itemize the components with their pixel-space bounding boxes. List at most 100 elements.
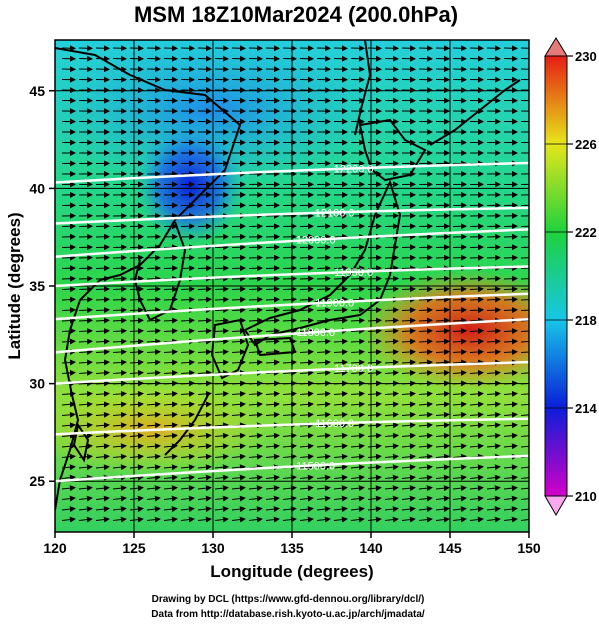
wind-vector [95, 286, 110, 293]
wind-vector [146, 265, 161, 272]
wind-vector [129, 485, 144, 492]
wind-vector [231, 474, 246, 481]
wind-vector [146, 317, 161, 324]
wind-vector [231, 464, 246, 471]
wind-vector [129, 453, 144, 460]
wind-vector [214, 359, 229, 366]
wind-vector [282, 474, 297, 481]
wind-vector [180, 464, 195, 471]
wind-vector [95, 432, 110, 439]
wind-vector [214, 348, 229, 355]
coast-ryukyu [164, 394, 209, 456]
wind-vector [503, 401, 518, 408]
wind-vector [112, 317, 127, 324]
wind-vector [299, 359, 314, 366]
wind-vector [418, 369, 433, 376]
wind-vector [61, 275, 76, 282]
wind-vector [316, 495, 331, 502]
wind-vector [197, 432, 212, 439]
wind-vector [129, 369, 144, 376]
colorbar-tick-label: 222 [575, 225, 597, 240]
wind-vector [486, 307, 501, 314]
wind-vector [231, 338, 246, 345]
wind-vector [350, 453, 365, 460]
wind-vector [384, 380, 399, 387]
wind-vector [350, 317, 365, 324]
y-tick-label: 40 [29, 180, 45, 196]
wind-vector [503, 369, 518, 376]
wind-vector [214, 275, 229, 282]
wind-vector [316, 506, 331, 513]
wind-vector [231, 443, 246, 450]
wind-vector [503, 474, 518, 481]
wind-vector [214, 317, 229, 324]
wind-vector [503, 516, 518, 523]
wind-vector [146, 411, 161, 418]
wind-vector [180, 390, 195, 397]
wind-vector [452, 485, 467, 492]
wind-vector [469, 317, 484, 324]
wind-vector [418, 390, 433, 397]
wind-vector [520, 338, 529, 345]
x-tick-label: 125 [122, 540, 146, 556]
wind-vector [469, 474, 484, 481]
wind-vector [435, 317, 450, 324]
wind-vector [367, 516, 382, 523]
wind-vector [95, 328, 110, 335]
wind-vector [350, 338, 365, 345]
wind-vector [299, 485, 314, 492]
chart-title: MSM 18Z10Mar2024 (200.0hPa) [134, 2, 458, 27]
wind-vector [214, 485, 229, 492]
wind-vector [163, 474, 178, 481]
wind-vector [163, 401, 178, 408]
wind-vector [265, 506, 280, 513]
wind-vector [333, 369, 348, 376]
x-tick-label: 150 [517, 540, 541, 556]
wind-vector [248, 432, 263, 439]
wind-vector [367, 380, 382, 387]
wind-vector [282, 485, 297, 492]
wind-vector [299, 369, 314, 376]
wind-vector [214, 380, 229, 387]
wind-vector [112, 464, 127, 471]
wind-vector [265, 453, 280, 460]
wind-vector [520, 317, 529, 324]
wind-vector [333, 485, 348, 492]
wind-vector [435, 338, 450, 345]
wind-vector [520, 401, 529, 408]
wind-vector [469, 432, 484, 439]
wind-vector [333, 401, 348, 408]
y-axis-ticks: 25 30 35 40 45 [29, 83, 55, 489]
wind-vector [282, 443, 297, 450]
wind-vector [418, 380, 433, 387]
wind-vector [299, 516, 314, 523]
wind-vector [112, 307, 127, 314]
wind-vector [503, 296, 518, 303]
wind-vector [452, 317, 467, 324]
wind-vector [520, 307, 529, 314]
wind-vector [350, 380, 365, 387]
wind-vector [248, 317, 263, 324]
wind-vector [146, 443, 161, 450]
contour-line [55, 265, 529, 288]
wind-vector [163, 359, 178, 366]
wind-vector [265, 485, 280, 492]
wind-vector [163, 286, 178, 293]
wind-vector [486, 495, 501, 502]
wind-vector [163, 485, 178, 492]
wind-vector [367, 411, 382, 418]
wind-vector [350, 307, 365, 314]
wind-vector [384, 338, 399, 345]
wind-vector [418, 338, 433, 345]
wind-vector [265, 317, 280, 324]
wind-vector [367, 485, 382, 492]
contour-line [55, 292, 529, 321]
contour-label: 11900.0 [315, 297, 354, 309]
wind-vector [180, 369, 195, 376]
wind-vector [503, 506, 518, 513]
wind-vector [299, 443, 314, 450]
wind-vector [180, 380, 195, 387]
wind-vector [78, 265, 93, 272]
wind-vector [78, 275, 93, 282]
wind-vector [367, 506, 382, 513]
